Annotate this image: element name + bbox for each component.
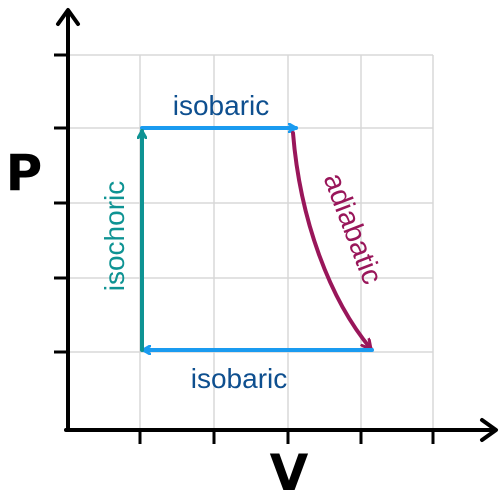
grid (68, 54, 434, 428)
isobaric-bottom-label: isobaric (191, 363, 287, 394)
ticks (54, 53, 435, 444)
y-axis-title: P (6, 144, 43, 202)
x-axis-arrowhead (480, 418, 498, 442)
y-axis-arrowhead (56, 8, 80, 26)
axes (56, 8, 498, 442)
adiabatic-arrow (291, 131, 373, 351)
isochoric-label: isochoric (99, 181, 130, 291)
isobaric-top-label: isobaric (173, 90, 269, 121)
x-axis-title: V (270, 444, 309, 497)
